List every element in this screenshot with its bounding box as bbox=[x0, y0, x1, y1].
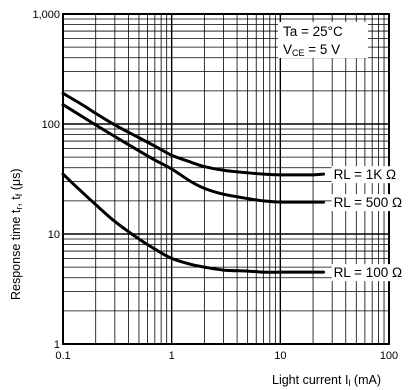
y-axis-label: Response time tr, tf (μs) bbox=[9, 168, 24, 300]
curve-labels: RL = 1K Ω RL = 500 Ω RL = 100 Ω bbox=[331, 166, 415, 282]
x-tick-label: 10 bbox=[274, 350, 286, 362]
x-tick-label: 100 bbox=[380, 350, 398, 362]
conditions-box bbox=[278, 22, 368, 58]
series-line bbox=[61, 91, 326, 177]
series-label-backing bbox=[331, 264, 415, 282]
x-tick-label: 1 bbox=[169, 350, 175, 362]
data-curves bbox=[61, 91, 326, 274]
series-label-backing bbox=[331, 194, 415, 212]
x-axis-label: Light current Il (mA) bbox=[272, 373, 381, 388]
condition-voltage: VCE = 5 V bbox=[283, 42, 340, 58]
series-label: RL = 500 Ω bbox=[334, 195, 403, 210]
condition-temperature: Ta = 25°C bbox=[283, 24, 343, 39]
series-label-backing bbox=[331, 166, 415, 184]
series-line bbox=[61, 172, 326, 274]
series-line bbox=[61, 103, 326, 204]
series-label: RL = 100 Ω bbox=[334, 265, 403, 280]
y-tick-label: 10 bbox=[48, 229, 60, 241]
y-tick-label: 100 bbox=[42, 119, 60, 131]
y-tick-label: 1,000 bbox=[32, 9, 60, 21]
x-tick-label: 0.1 bbox=[55, 350, 70, 362]
y-tick-label: 1 bbox=[54, 339, 60, 351]
series-label: RL = 1K Ω bbox=[334, 167, 397, 182]
